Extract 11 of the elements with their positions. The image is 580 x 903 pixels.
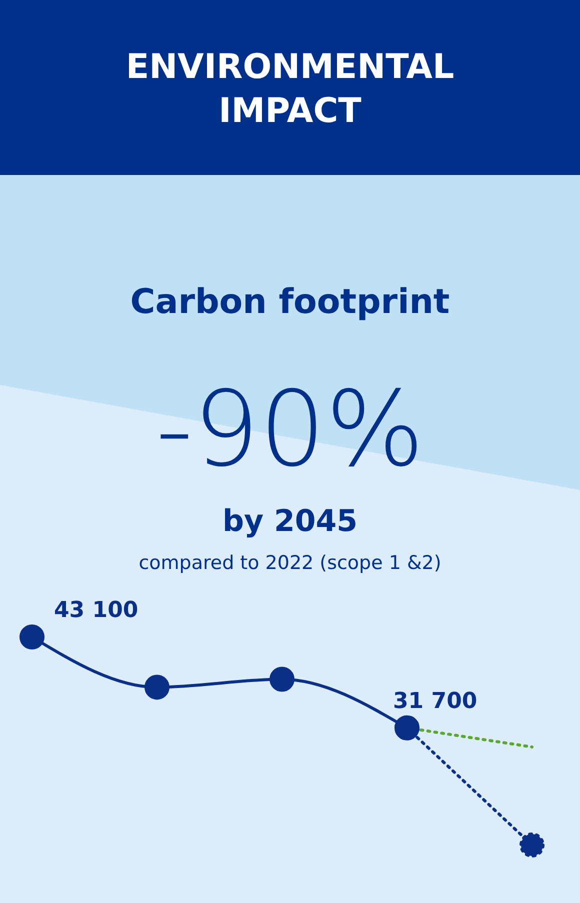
text: -90% xyxy=(154,368,426,490)
data-label: 31 700 xyxy=(393,688,478,714)
point xyxy=(144,674,170,700)
data-label: 43 100 xyxy=(54,598,138,623)
chart-title: ENVIRONMENTAL IMPACT xyxy=(124,46,456,133)
chart-subtitle: Carbon footprint xyxy=(129,282,451,322)
point xyxy=(520,832,544,858)
text: compared to 2022 (scope 1 &2) xyxy=(138,552,442,574)
point xyxy=(20,624,44,650)
text: by 2045 xyxy=(222,504,358,539)
point xyxy=(270,666,294,692)
